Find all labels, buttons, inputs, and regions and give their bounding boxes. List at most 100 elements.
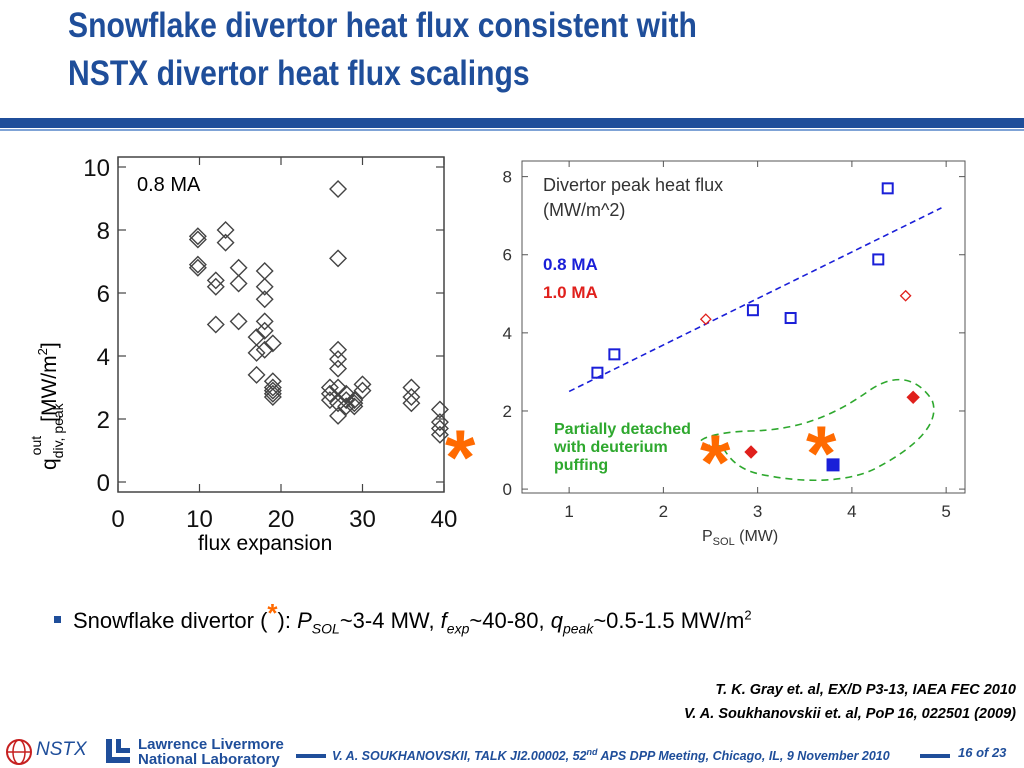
left-data-point: [329, 350, 348, 369]
left-xtick-label: 40: [431, 506, 458, 533]
bullet-star-icon: *: [267, 598, 278, 628]
left-ytick-label: 6: [97, 281, 110, 308]
left-data-point: [337, 397, 356, 416]
fit-line: [568, 207, 942, 393]
left-data-point: [402, 387, 421, 406]
right-chart: 0 2 4 6 8 1 2 3 4 5 Divertor peak heat flux (MW/m…: [503, 160, 966, 548]
left-data-point: [345, 394, 364, 413]
right-xtick-label: 4: [847, 502, 856, 521]
detached-region-outline: [699, 378, 935, 481]
left-data-point: [255, 312, 274, 331]
right-ytick-label: 0: [503, 480, 512, 499]
title-divider: [0, 118, 1024, 128]
left-data-point: [229, 274, 248, 293]
left-data-point: [430, 419, 449, 438]
bullet-square-icon: [54, 615, 61, 623]
right-data-point-series-0: [608, 348, 621, 361]
footer-talk-post: APS DPP Meeting, Chicago, IL, 9 November…: [597, 749, 890, 764]
footer-rule-right: [920, 754, 950, 758]
right-data-point-series-2: [744, 445, 758, 459]
left-chart: 0 2 4 6 8 10 0 10 20 30 40 0.8 MA qdiv, peak out [MW…: [28, 155, 458, 533]
right-xlabel-sub: SOL: [713, 536, 735, 548]
left-data-point: [345, 391, 364, 410]
left-data-point: [320, 391, 339, 410]
left-data-point: [255, 277, 274, 296]
right-ytick-label: 2: [503, 402, 512, 421]
left-data-point: [329, 340, 348, 359]
left-data-point: [329, 359, 348, 378]
reference-1: T. K. Gray et. al, EX/D P3-13, IAEA FEC …: [715, 682, 1016, 698]
bullet-mid: ):: [277, 608, 298, 633]
left-data-point: [430, 425, 449, 444]
left-data-point: [353, 375, 372, 394]
right-xlabel-p: P: [702, 528, 713, 545]
left-data-point: [345, 397, 364, 416]
bullet-p-val: ~3-4 MW,: [339, 608, 441, 633]
right-data-point-series-0: [591, 366, 604, 379]
slide-title-line1: Snowflake divertor heat flux consistent …: [68, 6, 697, 45]
left-data-point: [247, 365, 266, 384]
bullet-q-sub: peak: [562, 620, 594, 637]
llnl-logo-icon: [106, 739, 130, 763]
left-data-point: [263, 384, 282, 403]
right-data-point-series-0: [872, 253, 885, 266]
left-ylabel: qdiv, peak out [MW/m2]: [28, 342, 66, 470]
footer-rule-left: [296, 754, 326, 758]
left-data-point: [206, 277, 225, 296]
left-data-point: [329, 180, 348, 199]
bullet-f-val: ~40-80,: [469, 608, 551, 633]
slide-title-line2: NSTX divertor heat flux scalings: [68, 54, 530, 93]
page-number: 16 of 23: [958, 745, 1007, 760]
right-data-point-series-1: [899, 289, 912, 302]
right-subtitle: (MW/m^2): [543, 200, 625, 220]
bullet-f: f: [440, 608, 447, 633]
left-data-point: [188, 255, 207, 274]
left-data-point: [320, 384, 339, 403]
right-data-point-series-0: [784, 312, 797, 325]
detached-label-line3: puffing: [554, 457, 608, 474]
right-title: Divertor peak heat flux: [543, 175, 723, 195]
legend-10ma: 1.0 MA: [543, 283, 598, 302]
left-data-point: [320, 378, 339, 397]
left-data-point: [255, 290, 274, 309]
bullet-q-val: ~0.5-1.5 MW/m: [593, 608, 745, 633]
left-ylabel-sub: div, peak: [50, 402, 66, 458]
bullet-q: q: [550, 608, 563, 633]
right-xtick-label: 3: [753, 502, 762, 521]
left-data-point: [353, 381, 372, 400]
left-data-point: [255, 261, 274, 280]
footer-talk-pre: V. A. SOUKHANOVSKII, TALK JI2.00002, 52: [332, 749, 587, 764]
footer-talk-info: V. A. SOUKHANOVSKII, TALK JI2.00002, 52n…: [332, 747, 890, 763]
left-data-point: [188, 258, 207, 277]
left-ytick-label: 4: [97, 344, 110, 371]
left-data-point: [430, 413, 449, 432]
bullet-prefix: Snowflake divertor (: [73, 608, 268, 633]
right-data-point-series-2: [906, 390, 920, 405]
title-divider-thin: [0, 129, 1024, 131]
right-data-point-series-0: [881, 182, 894, 195]
left-data-point: [247, 343, 266, 362]
left-data-point: [255, 340, 274, 359]
star-mid-icon: *: [700, 418, 731, 506]
left-plot-frame: [117, 156, 445, 493]
left-ylabel-q: q: [38, 458, 61, 470]
star-left-icon: *: [445, 413, 476, 501]
summary-bullet: Snowflake divertor (*): PSOL~3-4 MW, fex…: [54, 598, 752, 637]
detached-label-line1: Partially detached: [554, 421, 691, 438]
left-data-point: [206, 315, 225, 334]
footer: [0, 732, 1024, 768]
nstx-logo-icon: [6, 739, 32, 765]
legend-08ma: 0.8 MA: [543, 255, 598, 274]
left-data-point: [229, 258, 248, 277]
right-data-point-series-0: [746, 304, 759, 317]
left-data-point: [188, 227, 207, 246]
left-data-point: [229, 312, 248, 331]
reference-2: V. A. Soukhanovskii et. al, PoP 16, 0225…: [683, 706, 1016, 722]
bullet-f-sub: exp: [446, 620, 470, 637]
bullet-q-exp: 2: [744, 607, 752, 623]
right-xtick-label: 5: [941, 502, 950, 521]
left-data-point: [206, 271, 225, 290]
llnl-line2: National Laboratory: [138, 751, 280, 768]
left-data-point: [329, 249, 348, 268]
left-data-point: [402, 394, 421, 413]
